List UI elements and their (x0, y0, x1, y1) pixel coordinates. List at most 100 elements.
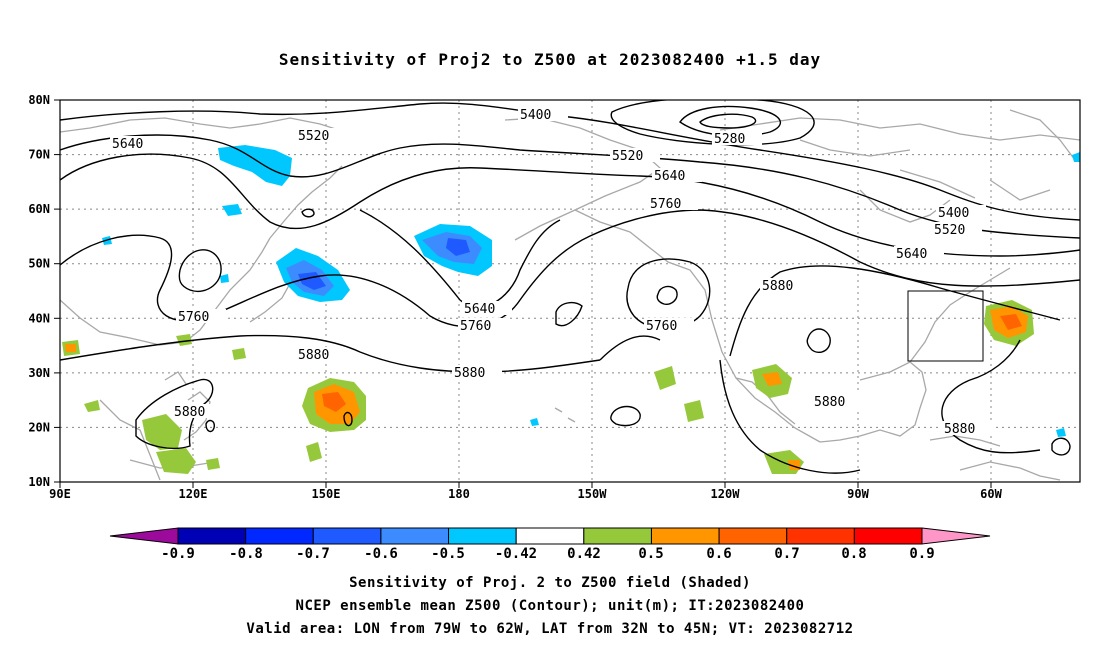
tick-marks (54, 99, 992, 488)
contour-label: 5880 (454, 366, 485, 381)
lat-label: 70N (28, 148, 50, 162)
contour-5760-loop (178, 249, 222, 293)
coast-greenland (1009, 109, 1076, 161)
contour-5880-npac (599, 335, 661, 361)
contour-label: 5880 (298, 348, 329, 363)
contour-label: 5880 (762, 279, 793, 294)
pos-blob-west-edge-core (65, 344, 76, 352)
neg-blob-small-4 (1072, 152, 1080, 162)
lon-label: 90W (847, 487, 869, 501)
contour-label: 5880 (174, 405, 205, 420)
contour-label: 5760 (650, 197, 681, 212)
contour-5880-wpac (343, 411, 353, 427)
contour-5880-ring-hawaii (610, 405, 641, 427)
contour-5640-west (60, 153, 1080, 257)
coast-kamchatka (269, 165, 343, 239)
contour-5880-north (60, 334, 601, 373)
coast-east-us (909, 267, 1011, 363)
colorbar-right-arrow (921, 527, 991, 545)
pos-blob-wpac-red (322, 392, 346, 412)
sensitivity-shading (62, 145, 1080, 474)
lon-label: 150W (578, 487, 608, 501)
contour-label: 5520 (612, 149, 643, 164)
contour-label: 5640 (112, 137, 143, 152)
contour-label: 5760 (178, 310, 209, 325)
contour-label: 5880 (814, 395, 845, 410)
neg-blob-okhotsk-small (222, 204, 242, 216)
colorbar-segment (515, 527, 585, 545)
colorbar-tick: -0.8 (229, 546, 263, 562)
colorbar-tick: 0.42 (567, 546, 601, 562)
colorbar-segment (312, 527, 382, 545)
contour-label: 5280 (714, 132, 745, 147)
contour-5880-sw-inner (205, 419, 216, 433)
contour-5400-ring (610, 100, 815, 146)
plot-title: Sensitivity of Proj2 to Z500 at 20230824… (278, 50, 822, 69)
coast-south-america (959, 461, 1061, 481)
pos-blob-small-3 (232, 348, 246, 360)
colorbar-tick: 0.9 (909, 546, 934, 562)
pos-blob-small-4 (206, 458, 220, 470)
neg-blob-small-3 (1056, 428, 1066, 437)
contour-5520 (60, 134, 1080, 239)
coastlines (60, 109, 1080, 481)
colorbar-segment (245, 527, 314, 545)
colorbar-tick-labels: -0.9 -0.8 -0.7 -0.6 -0.5 -0.42 0.42 0.5 … (161, 546, 935, 562)
lon-label: 120E (179, 487, 208, 501)
contour-5880-tropic (719, 359, 861, 474)
colorbar-tick: 0.7 (774, 546, 799, 562)
contour-label: 5760 (646, 319, 677, 334)
contour-5280-inner (699, 113, 757, 129)
pos-blob-small-1 (84, 400, 100, 412)
contour-5760-low (626, 258, 711, 330)
lat-label: 60N (28, 202, 50, 216)
neg-blob-small-5 (220, 274, 229, 283)
colorbar: -0.9 -0.8 -0.7 -0.6 -0.5 -0.42 0.42 0.5 … (109, 527, 991, 562)
lat-label: 10N (28, 475, 50, 489)
lat-labels: 80N 70N 60N 50N 40N 30N 20N 10N (28, 93, 50, 489)
lat-label: 50N (28, 257, 50, 271)
lon-label: 90E (49, 487, 71, 501)
contour-label: 5400 (938, 206, 969, 221)
contour-label: 5640 (654, 169, 685, 184)
contour-label: 5400 (520, 108, 551, 123)
neg-blob-okhotsk (218, 145, 292, 186)
colorbar-left-arrow (109, 527, 179, 545)
contour-label: 5760 (460, 319, 491, 334)
coast-canada-arctic (719, 117, 1080, 201)
coast-indochina (99, 399, 161, 481)
contour-5880-east (729, 265, 1061, 454)
colorbar-segment (718, 527, 788, 545)
colorbar-tick: -0.9 (161, 546, 195, 562)
colorbar-tick: 0.5 (638, 546, 663, 562)
colorbar-segment (853, 527, 923, 545)
lat-label: 30N (28, 366, 50, 380)
lat-label: 20N (28, 420, 50, 434)
lon-label: 180 (448, 487, 470, 501)
map-frame (59, 99, 1081, 483)
coast-gulf (859, 361, 927, 437)
pos-blob-npac (654, 366, 676, 390)
neg-blob-dateline-core (446, 238, 470, 256)
pos-blob-baja-orange (762, 372, 782, 386)
contour-5880-small-ring (555, 301, 583, 327)
contour-5880-ring-caribbean (1051, 437, 1071, 456)
colorbar-tick: -0.42 (495, 546, 537, 562)
lon-label: 150E (312, 487, 341, 501)
lon-label: 60W (980, 487, 1002, 501)
contour-5880-ring-kamchatka (301, 208, 315, 218)
colorbar-segment (583, 527, 652, 545)
colorbar-tick: 0.6 (706, 546, 731, 562)
pos-blob-philippines (142, 414, 182, 450)
caption-line-2: NCEP ensemble mean Z500 (Contour); unit(… (295, 598, 805, 614)
pos-blob-small-2 (176, 334, 192, 346)
colorbar-segment (786, 527, 855, 545)
lat-label: 40N (28, 311, 50, 325)
colorbar-segments (177, 527, 923, 545)
contour-label: 5520 (298, 129, 329, 144)
pos-blob-hawaii (684, 400, 704, 422)
pos-blob-wpac-small (306, 442, 322, 462)
colorbar-tick: -0.7 (296, 546, 330, 562)
colorbar-segment (380, 527, 450, 545)
